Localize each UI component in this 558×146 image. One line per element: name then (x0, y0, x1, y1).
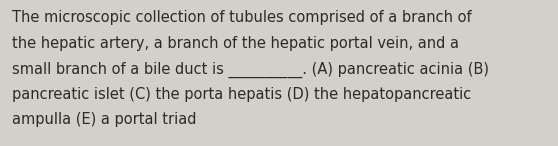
Text: the hepatic artery, a branch of the hepatic portal vein, and a: the hepatic artery, a branch of the hepa… (12, 36, 459, 51)
Text: pancreatic islet (C) the porta hepatis (D) the hepatopancreatic: pancreatic islet (C) the porta hepatis (… (12, 87, 472, 102)
Text: The microscopic collection of tubules comprised of a branch of: The microscopic collection of tubules co… (12, 10, 472, 25)
Text: ampulla (E) a portal triad: ampulla (E) a portal triad (12, 112, 197, 127)
Text: small branch of a bile duct is __________. (A) pancreatic acinia (B): small branch of a bile duct is _________… (12, 61, 489, 78)
